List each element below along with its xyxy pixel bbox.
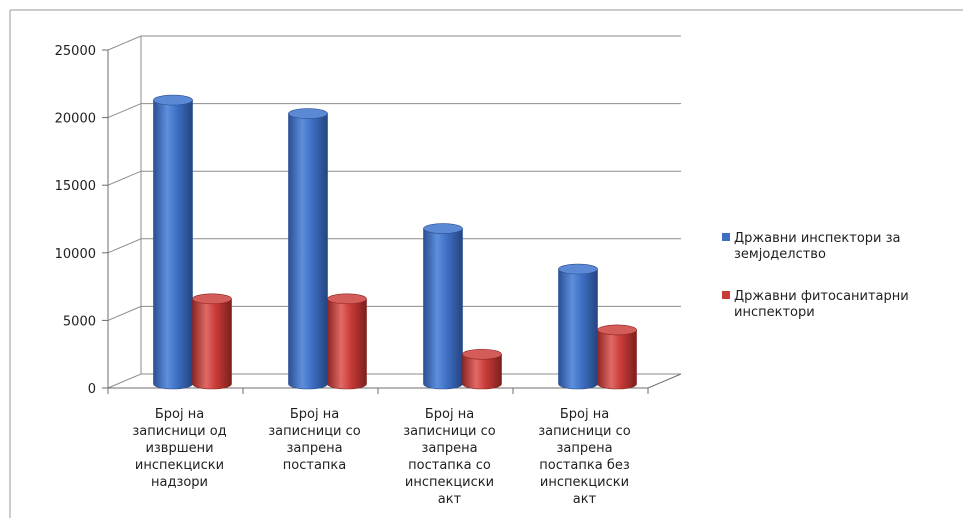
y-tick-label: 20000 xyxy=(55,112,96,127)
bar-top xyxy=(327,293,367,305)
x-category-label: Број на записници со запрена постапка без ин… xyxy=(538,407,631,507)
bar-top xyxy=(597,324,637,336)
y-tick-labels: 0 5000 10000 15000 20000 25000 xyxy=(55,44,96,397)
bar-top xyxy=(423,223,463,234)
y-tick-label: 5000 xyxy=(63,314,96,329)
bar-top xyxy=(288,108,328,119)
bar-body xyxy=(288,113,328,390)
gridline xyxy=(107,238,681,254)
bar-blue-3 xyxy=(423,223,463,390)
x-category-label: Број на записници од извршени инспекциски на… xyxy=(132,407,226,490)
legend-swatch xyxy=(722,233,730,241)
bar-red-4 xyxy=(597,324,637,390)
y-tick-label: 25000 xyxy=(55,44,96,59)
bar-red-1 xyxy=(192,293,232,390)
legend-item-1: Државни инспектори за земјоделство xyxy=(722,231,901,262)
legend-label: Државни фитосанитарни инспектори xyxy=(734,289,909,320)
bar-top xyxy=(462,348,502,360)
bar-top xyxy=(558,263,598,275)
y-tick-label: 10000 xyxy=(55,247,96,262)
gridline xyxy=(107,35,681,51)
bar-blue-2 xyxy=(288,108,328,390)
bar-body xyxy=(327,298,367,390)
gridline xyxy=(107,170,681,186)
bars xyxy=(153,94,637,390)
bar-body xyxy=(192,298,232,390)
bar-red-2 xyxy=(327,293,367,390)
legend-item-2: Државни фитосанитарни инспектори xyxy=(722,289,909,320)
bar-blue-1 xyxy=(153,94,193,390)
legend-swatch xyxy=(722,291,730,299)
y-tick-label: 0 xyxy=(88,382,96,397)
legend-label: Државни инспектори за земјоделство xyxy=(734,231,901,262)
bar-body xyxy=(597,329,637,390)
bar-body xyxy=(558,268,598,390)
bar-top xyxy=(192,293,232,305)
bar-top xyxy=(153,94,193,106)
bar-red-3 xyxy=(462,348,502,390)
x-category-label: Број на записници со запрена постапка xyxy=(268,407,361,473)
category-labels: Број на записници од извршени инспекциски на… xyxy=(132,407,630,507)
legend: Државни инспектори за земјоделство Државни… xyxy=(722,231,909,320)
bar-body xyxy=(423,228,463,390)
bar-blue-4 xyxy=(558,263,598,390)
y-tick-label: 15000 xyxy=(55,179,96,194)
x-category-label: Број на записници со запрена постапка со инс… xyxy=(403,407,496,507)
gridline xyxy=(107,103,681,119)
bar-body xyxy=(462,353,502,390)
bar-body xyxy=(153,99,193,390)
axes xyxy=(102,36,682,394)
